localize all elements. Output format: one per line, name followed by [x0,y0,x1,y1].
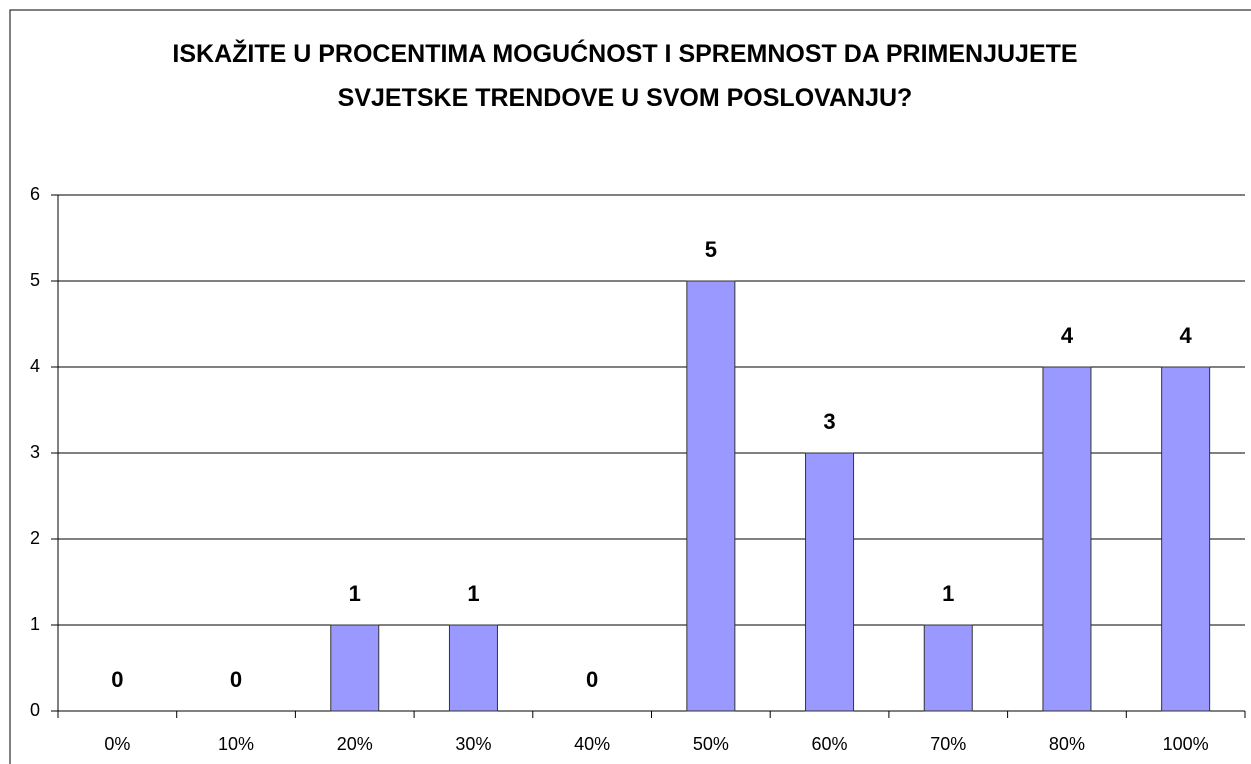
data-label: 0 [230,667,242,692]
data-label: 0 [111,667,123,692]
x-tick-label: 0% [104,734,130,754]
bar [448,624,498,712]
data-label: 3 [823,409,835,434]
bar [1161,366,1211,712]
x-tick-label: 60% [812,734,848,754]
y-tick-label: 5 [30,270,40,290]
x-tick-label: 30% [455,734,491,754]
bar [1042,366,1092,712]
x-tick-label: 70% [930,734,966,754]
data-label: 0 [586,667,598,692]
data-label: 5 [705,237,717,262]
x-tick-label: 80% [1049,734,1085,754]
y-tick-label: 0 [30,700,40,720]
x-tick-label: 40% [574,734,610,754]
chart-border [9,9,1251,764]
x-tick-label: 50% [693,734,729,754]
bar [686,280,736,712]
data-label: 1 [942,581,954,606]
bar [330,624,380,712]
data-label: 1 [467,581,479,606]
y-tick-label: 3 [30,442,40,462]
x-tick-label: 10% [218,734,254,754]
y-tick-label: 1 [30,614,40,634]
y-tick-label: 2 [30,528,40,548]
bar [805,452,855,712]
data-label: 1 [349,581,361,606]
x-tick-label: 100% [1163,734,1209,754]
x-tick-label: 20% [337,734,373,754]
chart-title: ISKAŽITE U PROCENTIMA MOGUĆNOST I SPREMN… [172,40,1078,112]
y-tick-label: 6 [30,184,40,204]
y-tick-label: 4 [30,356,40,376]
bar [923,624,973,712]
data-label: 4 [1180,323,1193,348]
data-label: 4 [1061,323,1074,348]
